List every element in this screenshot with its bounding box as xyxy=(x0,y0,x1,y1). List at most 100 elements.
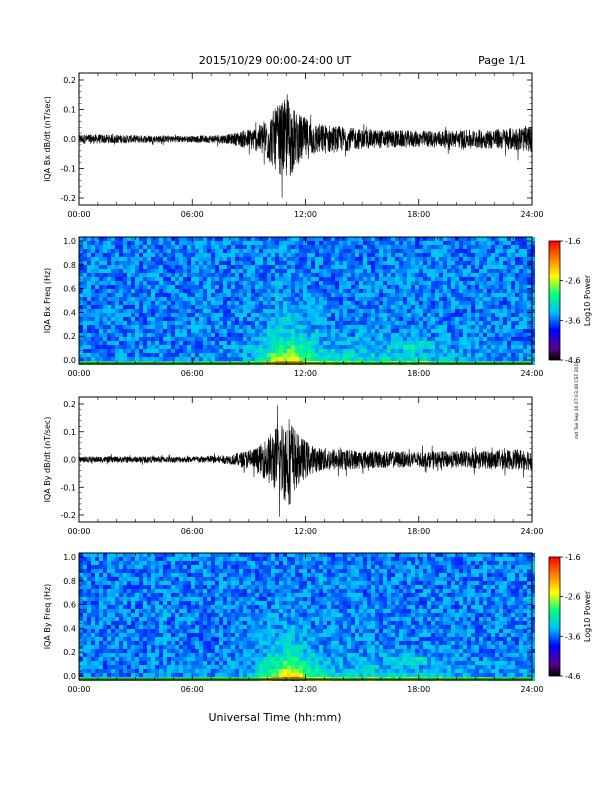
spectrogram-cell xyxy=(419,245,423,249)
spectrogram-cell xyxy=(471,353,475,357)
spectrogram-cell xyxy=(527,249,531,253)
spectrogram-cell xyxy=(295,261,299,265)
spectrogram-cell xyxy=(447,305,451,309)
spectrogram-cell xyxy=(91,301,95,305)
spectrogram-cell xyxy=(119,577,123,581)
spectrogram-cell xyxy=(499,333,503,337)
spectrogram-cell xyxy=(487,349,491,353)
spectrogram-cell xyxy=(151,629,155,633)
spectrogram-cell xyxy=(335,325,339,329)
spectrogram-cell xyxy=(399,337,403,341)
spectrogram-cell xyxy=(283,253,287,257)
spectrogram-cell xyxy=(503,261,507,265)
spectrogram-cell xyxy=(183,633,187,637)
spectrogram-cell xyxy=(367,281,371,285)
spectrogram-cell xyxy=(135,609,139,613)
spectrogram-cell xyxy=(335,257,339,261)
spectrogram-cell xyxy=(359,249,363,253)
spectrogram-cell xyxy=(355,269,359,273)
spectrogram-cell xyxy=(195,349,199,353)
spectrogram-cell xyxy=(303,353,307,357)
spectrogram-cell xyxy=(179,629,183,633)
y-tick-label: 0.1 xyxy=(63,428,76,437)
spectrogram-cell xyxy=(139,297,143,301)
spectrogram-cell xyxy=(299,309,303,313)
spectrogram-cell xyxy=(295,333,299,337)
spectrogram-cell xyxy=(99,293,103,297)
spectrogram-cell xyxy=(359,277,363,281)
spectrogram-cell xyxy=(127,357,131,361)
spectrogram-cell xyxy=(383,329,387,333)
spectrogram-cell xyxy=(175,285,179,289)
spectrogram-cell xyxy=(167,669,171,673)
spectrogram-cell xyxy=(83,309,87,313)
spectrogram-cell xyxy=(383,273,387,277)
spectrogram-cell xyxy=(159,301,163,305)
spectrogram-cell xyxy=(95,649,99,653)
spectrogram-cell xyxy=(103,273,107,277)
spectrogram-cell xyxy=(99,661,103,665)
spectrogram-cell xyxy=(259,245,263,249)
spectrogram-cell xyxy=(115,289,119,293)
spectrogram-cell xyxy=(487,341,491,345)
spectrogram-cell xyxy=(255,249,259,253)
spectrogram-cell xyxy=(407,333,411,337)
spectrogram-cell xyxy=(303,313,307,317)
spectrogram-cell xyxy=(235,317,239,321)
spectrogram-cell xyxy=(87,245,91,249)
spectrogram-cell xyxy=(99,317,103,321)
spectrogram-cell xyxy=(247,241,251,245)
spectrogram-cell xyxy=(423,253,427,257)
spectrogram-cell xyxy=(135,341,139,345)
spectrogram-cell xyxy=(167,557,171,561)
spectrogram-cell xyxy=(451,265,455,269)
spectrogram-cell xyxy=(103,309,107,313)
spectrogram-cell xyxy=(447,349,451,353)
spectrogram-cell xyxy=(139,345,143,349)
spectrogram-cell xyxy=(199,593,203,597)
spectrogram-cell xyxy=(331,281,335,285)
spectrogram-cell xyxy=(431,309,435,313)
spectrogram-cell xyxy=(79,609,83,613)
spectrogram-cell xyxy=(503,257,507,261)
spectrogram-cell xyxy=(283,317,287,321)
spectrogram-cell xyxy=(115,589,119,593)
spectrogram-cell xyxy=(199,273,203,277)
spectrogram-cell xyxy=(127,561,131,565)
spectrogram-cell xyxy=(443,349,447,353)
spectrogram-cell xyxy=(411,345,415,349)
spectrogram-cell xyxy=(259,237,263,241)
spectrogram-cell xyxy=(487,317,491,321)
spectrogram-cell xyxy=(339,321,343,325)
spectrogram-cell xyxy=(483,325,487,329)
spectrogram-cell xyxy=(167,561,171,565)
spectrogram-cell xyxy=(411,301,415,305)
spectrogram-cell xyxy=(495,313,499,317)
spectrogram-cell xyxy=(523,281,527,285)
spectrogram-cell xyxy=(95,309,99,313)
spectrogram-cell xyxy=(175,265,179,269)
spectrogram-cell xyxy=(195,589,199,593)
spectrogram-cell xyxy=(155,285,159,289)
spectrogram-cell xyxy=(151,313,155,317)
spectrogram-cell xyxy=(215,281,219,285)
spectrogram-cell xyxy=(331,337,335,341)
spectrogram-cell xyxy=(199,589,203,593)
spectrogram-cell xyxy=(347,289,351,293)
spectrogram-cell xyxy=(123,593,127,597)
spectrogram-cell xyxy=(343,333,347,337)
spectrogram-cell xyxy=(99,285,103,289)
spectrogram-cell xyxy=(167,633,171,637)
spectrogram-cell xyxy=(531,281,535,285)
spectrogram-cell xyxy=(147,573,151,577)
spectrogram-cell xyxy=(111,305,115,309)
spectrogram-cell xyxy=(199,637,203,641)
spectrogram-cell xyxy=(171,353,175,357)
spectrogram-cell xyxy=(231,277,235,281)
spectrogram-cell xyxy=(147,629,151,633)
spectrogram-cell xyxy=(123,637,127,641)
spectrogram-cell xyxy=(495,349,499,353)
spectrogram-cell xyxy=(411,341,415,345)
spectrogram-cell xyxy=(199,609,203,613)
spectrogram-cell xyxy=(227,249,231,253)
